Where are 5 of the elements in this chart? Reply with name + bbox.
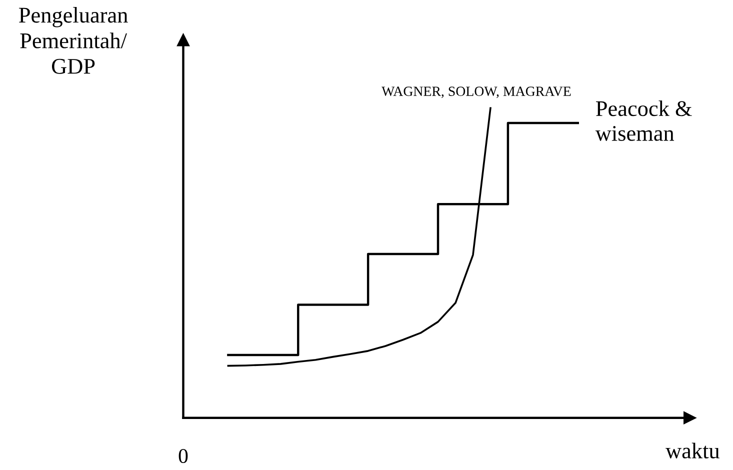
y-axis-title: Pengeluaran Pemerintah/ GDP [19, 7, 128, 74]
x-axis-title: waktu [666, 442, 720, 458]
text: 0 [178, 448, 188, 464]
series-label: WAGNER, SOLOW, MAGRAVE [382, 86, 571, 98]
series-label: Peacock & wiseman [595, 100, 692, 141]
